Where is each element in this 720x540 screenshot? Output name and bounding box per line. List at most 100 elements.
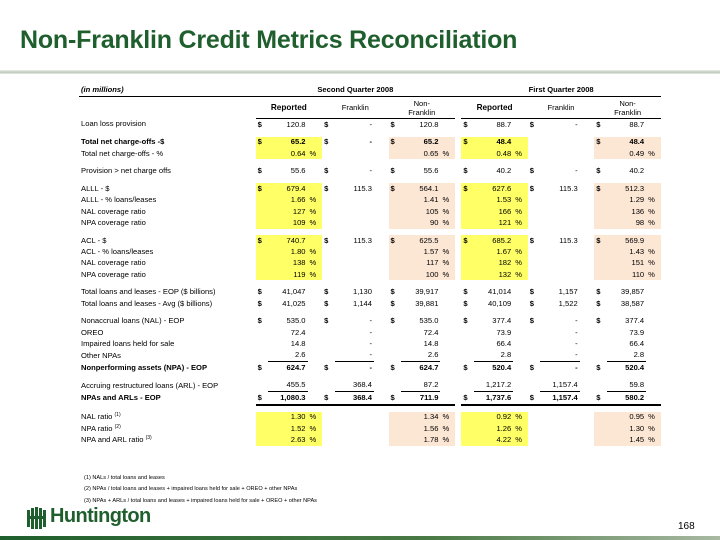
cell-value: 48.4 bbox=[473, 136, 514, 148]
cell-value: 2.8 bbox=[473, 349, 514, 363]
currency-symbol bbox=[461, 217, 474, 229]
currency-symbol bbox=[389, 350, 401, 362]
cell-value: 1,157.4 bbox=[540, 379, 580, 393]
cell-value: 66.4 bbox=[496, 339, 512, 349]
percent-sign bbox=[646, 183, 661, 195]
cell-value: 90 bbox=[400, 217, 441, 229]
column-header-reported: Reported bbox=[461, 96, 528, 119]
row-label: NAL ratio (1) bbox=[79, 412, 256, 423]
cell-value: 41,047 bbox=[282, 287, 306, 297]
cell-value: 1.57 bbox=[400, 246, 441, 258]
cell-value: - bbox=[334, 349, 374, 363]
cell-value bbox=[335, 269, 374, 280]
cell-value: 624.7 bbox=[286, 362, 306, 372]
currency-symbol bbox=[594, 411, 607, 424]
currency-symbol bbox=[461, 269, 474, 281]
currency-symbol bbox=[528, 434, 540, 445]
currency-symbol: $ bbox=[390, 362, 395, 372]
cell-value bbox=[540, 148, 579, 159]
currency-symbol bbox=[389, 380, 401, 392]
cell-value: 535.0 bbox=[419, 316, 439, 326]
percent-sign bbox=[440, 338, 455, 349]
cell-value bbox=[335, 195, 374, 206]
percent-sign bbox=[307, 183, 323, 195]
row-label: Nonaccrual loans (NAL) - EOP bbox=[79, 316, 256, 327]
currency-symbol bbox=[528, 258, 540, 269]
cell-value: - bbox=[575, 362, 578, 372]
cell-value: 1.34 bbox=[400, 411, 441, 424]
currency-symbol bbox=[322, 269, 334, 280]
percent-sign: % bbox=[440, 194, 456, 206]
currency-symbol bbox=[528, 206, 540, 217]
footnote-1: (1) NALs / total loans and leases bbox=[84, 475, 165, 481]
percent-sign bbox=[374, 183, 389, 194]
currency-symbol bbox=[594, 147, 607, 160]
percent-sign bbox=[307, 391, 323, 406]
percent-sign bbox=[440, 234, 456, 247]
currency-symbol bbox=[255, 423, 269, 435]
cell-value: 0.92 bbox=[473, 411, 514, 424]
cell-value: 40.2 bbox=[496, 166, 512, 176]
currency-symbol: $ bbox=[324, 183, 329, 193]
currency-symbol bbox=[322, 350, 334, 362]
cell-value bbox=[335, 246, 374, 257]
row-label-text: ACL - $ bbox=[81, 235, 107, 245]
percent-sign bbox=[374, 327, 389, 338]
currency-symbol bbox=[255, 194, 269, 206]
column-header-row: Reported Franklin Non- Franklin Reported… bbox=[79, 96, 661, 119]
table-row: Total loans and leases - EOP ($ billions… bbox=[79, 287, 661, 298]
percent-sign bbox=[374, 166, 389, 177]
percent-sign bbox=[308, 380, 323, 392]
currency-symbol bbox=[461, 194, 474, 206]
percent-sign bbox=[374, 287, 389, 298]
currency-symbol bbox=[322, 195, 334, 206]
currency-symbol: $ bbox=[388, 183, 401, 195]
currency-symbol: $ bbox=[324, 119, 329, 129]
percent-sign bbox=[513, 287, 528, 298]
cell-value: 182 bbox=[473, 257, 514, 270]
currency-symbol bbox=[461, 327, 473, 338]
table-row: Total loans and leases - Avg ($ billions… bbox=[79, 298, 661, 309]
percent-sign bbox=[440, 119, 455, 131]
currency-symbol bbox=[322, 423, 334, 434]
percent-sign bbox=[646, 391, 661, 406]
cell-value: 73.9 bbox=[629, 327, 645, 337]
currency-symbol bbox=[528, 412, 540, 423]
footnote-ref: (2) bbox=[114, 423, 121, 430]
currency-symbol bbox=[388, 269, 401, 281]
percent-sign bbox=[374, 350, 389, 362]
percent-sign bbox=[513, 362, 528, 374]
cell-value: 377.4 bbox=[492, 316, 512, 326]
percent-sign: % bbox=[307, 423, 323, 435]
percent-sign bbox=[646, 166, 661, 177]
table-row: Total net charge-offs -$ $65.2 $ - $65.2 $48.… bbox=[79, 136, 661, 148]
column-header-non-franklin: Non- Franklin bbox=[388, 96, 456, 119]
row-label-text: Other NPAs bbox=[81, 350, 121, 360]
cell-value: 1,522 bbox=[558, 298, 578, 308]
table-row: ACL - % loans/leases 1.80% 1.57% 1.67% 1.43% bbox=[79, 246, 661, 258]
cell-value bbox=[540, 269, 579, 280]
percent-sign bbox=[580, 206, 595, 217]
currency-symbol bbox=[594, 338, 606, 349]
percent-sign bbox=[646, 287, 661, 298]
percent-sign bbox=[646, 338, 661, 349]
cell-value bbox=[540, 434, 579, 445]
cell-value: 1,080.3 bbox=[268, 391, 308, 406]
row-label-text: ACL - % loans/leases bbox=[81, 246, 154, 256]
row-label-text: NPA ratio bbox=[81, 423, 113, 433]
currency-symbol bbox=[594, 380, 606, 392]
currency-symbol bbox=[256, 327, 268, 338]
currency-symbol bbox=[255, 205, 269, 218]
period-header-row: (in millions) Second Quarter 2008 First … bbox=[79, 84, 661, 97]
percent-sign: % bbox=[646, 411, 661, 424]
percent-sign bbox=[440, 316, 455, 327]
cell-value: - bbox=[575, 339, 578, 349]
cell-value: 109 bbox=[268, 217, 308, 229]
percent-sign bbox=[374, 217, 389, 228]
currency-symbol bbox=[255, 269, 269, 281]
table-row: ALLL - $ $679.4 $115.3 $564.1 $627.6 $115.3 $5… bbox=[79, 183, 661, 195]
cell-value: 1,157 bbox=[558, 287, 578, 297]
currency-symbol: $ bbox=[594, 136, 607, 148]
cell-value: 1.52 bbox=[268, 423, 308, 435]
currency-symbol: $ bbox=[461, 391, 474, 406]
